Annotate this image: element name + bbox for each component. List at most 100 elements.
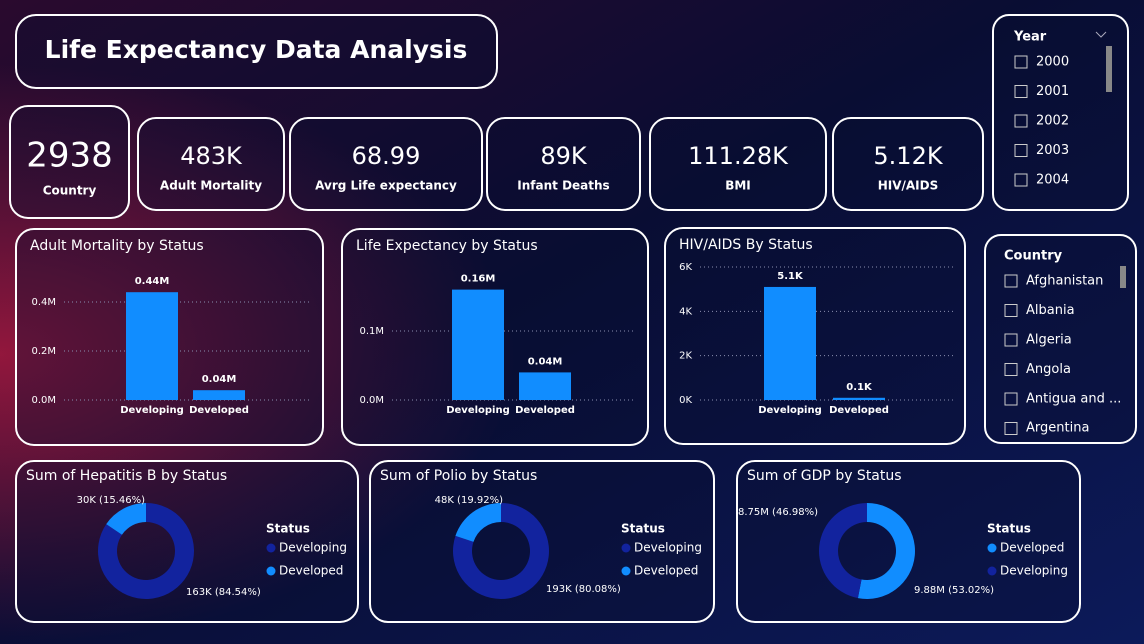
chart-title: Sum of Hepatitis B by Status: [26, 468, 227, 484]
checkbox[interactable]: [1004, 363, 1018, 376]
data-label: 8.75M (46.98%): [738, 507, 818, 518]
data-label: 0.1K: [846, 382, 873, 393]
legend-marker: [266, 543, 276, 553]
slicer-item: Argentina: [1026, 421, 1089, 436]
legend-label: Developing: [634, 541, 702, 555]
legend-label: Developed: [1000, 541, 1064, 555]
y-tick-label: 6K: [679, 262, 692, 273]
slicer-item: Angola: [1026, 362, 1071, 377]
checkbox[interactable]: [1014, 173, 1028, 187]
kpi-card: [137, 117, 285, 211]
slicer-item: 2002: [1036, 114, 1069, 129]
y-tick-label: 2K: [679, 351, 692, 362]
scrollbar[interactable]: [1120, 266, 1126, 288]
bar[interactable]: [452, 289, 504, 400]
x-tick-label: Developing: [446, 405, 510, 416]
data-label: 9.88M (53.02%): [914, 585, 994, 596]
scrollbar[interactable]: [1106, 46, 1112, 92]
kpi-card: [289, 117, 483, 211]
y-tick-label: 0K: [679, 395, 692, 406]
x-tick-label: Developed: [829, 405, 889, 416]
checkbox[interactable]: [1004, 304, 1018, 317]
x-tick-label: Developed: [189, 405, 249, 416]
data-label: 0.04M: [202, 374, 237, 385]
kpi-label: Avrg Life expectancy: [315, 179, 457, 193]
legend-marker: [621, 543, 631, 553]
kpi-card: [9, 105, 130, 219]
slicer-item: Afghanistan: [1026, 274, 1103, 289]
donut-slice[interactable]: [857, 503, 916, 599]
checkbox[interactable]: [1014, 55, 1028, 69]
kpi-card: [832, 117, 984, 211]
slicer-item: 2003: [1036, 143, 1069, 158]
country-slicer: [984, 234, 1137, 444]
kpi-value: 68.99: [352, 142, 421, 170]
chart-title: Sum of GDP by Status: [747, 468, 902, 484]
bar[interactable]: [833, 397, 885, 400]
data-label: 30K (15.46%): [77, 495, 145, 506]
legend-marker: [987, 543, 997, 553]
checkbox[interactable]: [1014, 144, 1028, 157]
kpi-label: Adult Mortality: [160, 179, 262, 193]
slicer-item: Antigua and ...: [1026, 392, 1121, 407]
chart-title: HIV/AIDS By Status: [679, 237, 813, 253]
kpi-value: 111.28K: [688, 142, 789, 170]
bar[interactable]: [193, 390, 245, 400]
legend-marker: [266, 566, 276, 576]
legend-marker: [621, 566, 631, 576]
data-label: 0.16M: [461, 274, 496, 285]
y-tick-label: 0.0M: [31, 395, 56, 406]
data-label: 5.1K: [777, 271, 804, 282]
checkbox[interactable]: [1004, 274, 1018, 288]
data-label: 0.44M: [135, 276, 170, 287]
legend-title: Status: [621, 522, 665, 536]
y-tick-label: 0.2M: [31, 346, 56, 357]
slicer-title: Country: [1004, 249, 1063, 264]
slicer-item: Albania: [1026, 303, 1075, 318]
x-tick-label: Developed: [515, 405, 575, 416]
donut-slice[interactable]: [819, 503, 867, 599]
slicer-item: 2004: [1036, 173, 1069, 188]
kpi-card: [649, 117, 827, 211]
donut-slice[interactable]: [106, 503, 146, 535]
page-title: Life Expectancy Data Analysis: [45, 35, 468, 64]
legend-title: Status: [266, 522, 310, 536]
checkbox[interactable]: [1014, 85, 1028, 98]
checkbox[interactable]: [1004, 422, 1018, 435]
data-label: 48K (19.92%): [435, 495, 503, 506]
chevron[interactable]: [1095, 31, 1107, 38]
title-card: [15, 14, 498, 89]
donut-slice[interactable]: [455, 503, 501, 542]
legend-label: Developed: [634, 564, 698, 578]
y-tick-label: 4K: [679, 306, 692, 317]
x-tick-label: Developing: [758, 405, 822, 416]
y-tick-label: 0.4M: [31, 297, 56, 308]
chart-title: Adult Mortality by Status: [30, 238, 204, 254]
legend-label: Developing: [1000, 564, 1068, 578]
kpi-card: [486, 117, 641, 211]
data-label: 0.04M: [528, 356, 563, 367]
slicer-item: Algeria: [1026, 333, 1072, 348]
donut-slice[interactable]: [453, 503, 549, 600]
donut-slice[interactable]: [98, 503, 195, 599]
slicer-item: 2000: [1036, 55, 1069, 70]
y-tick-label: 0.0M: [359, 395, 384, 406]
bar[interactable]: [764, 286, 816, 400]
chart-title: Sum of Polio by Status: [380, 468, 537, 484]
x-tick-label: Developing: [120, 405, 184, 416]
y-tick-label: 0.1M: [359, 326, 384, 337]
legend-label: Developing: [279, 541, 347, 555]
slicer-title: Year: [1013, 30, 1047, 45]
data-label: 193K (80.08%): [546, 584, 621, 595]
kpi-label: Country: [43, 184, 97, 198]
kpi-label: Infant Deaths: [517, 179, 609, 193]
kpi-value: 5.12K: [873, 142, 943, 170]
checkbox[interactable]: [1004, 333, 1018, 347]
checkbox[interactable]: [1014, 114, 1028, 128]
kpi-label: HIV/AIDS: [878, 179, 939, 193]
checkbox[interactable]: [1004, 392, 1018, 406]
bar[interactable]: [519, 372, 571, 400]
bar[interactable]: [126, 292, 178, 400]
